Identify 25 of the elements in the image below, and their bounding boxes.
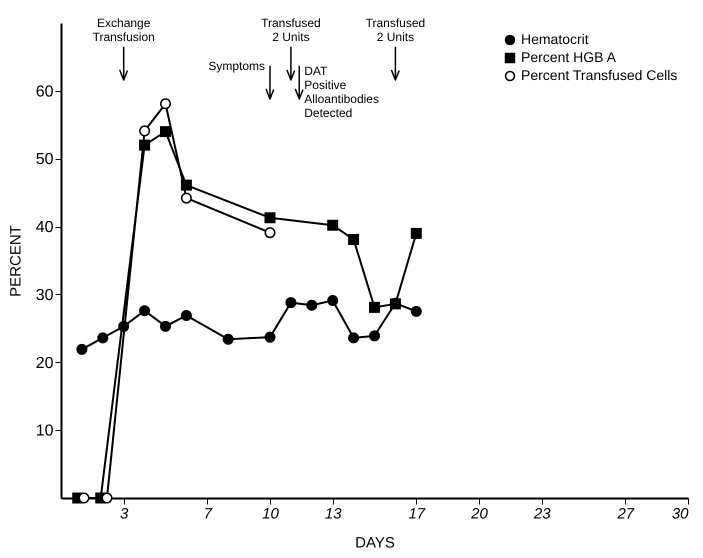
x-axis-title: DAYS — [355, 534, 395, 552]
ref-line-label: Transfused 2 Units — [366, 16, 426, 44]
legend-label: Hematocrit — [521, 31, 589, 47]
y-tick-label: 20 — [36, 354, 54, 372]
y-axis-title: PERCENT — [8, 225, 25, 297]
legend-label: Percent Transfused Cells — [521, 67, 678, 83]
x-tick-label: 30 — [672, 506, 690, 522]
ref-line-label: DAT Positive Alloantibodies Detected — [304, 64, 379, 120]
y-tick-label: 40 — [36, 219, 54, 236]
x-tick-label: 10 — [262, 506, 280, 522]
y-tick-label: 50 — [36, 151, 54, 168]
x-tick-label: 17 — [408, 506, 426, 522]
y-tick-label: 60 — [36, 83, 54, 100]
x-tick-label: 23 — [532, 506, 552, 522]
ref-line-label: Symptoms — [208, 58, 265, 73]
x-tick-label: 3 — [120, 506, 130, 522]
x-tick-label: 27 — [616, 506, 635, 522]
legend-label: Percent HGB A — [521, 49, 617, 65]
ref-line-label: Transfused 2 Units — [261, 16, 321, 44]
y-tick-label: 10 — [36, 422, 54, 440]
y-tick-label: 30 — [36, 286, 54, 304]
ref-line-label: Exchange Transfusion — [92, 16, 155, 44]
x-tick-label: 7 — [204, 506, 213, 522]
x-tick-label: 20 — [470, 506, 488, 522]
x-tick-label: 13 — [324, 506, 342, 522]
